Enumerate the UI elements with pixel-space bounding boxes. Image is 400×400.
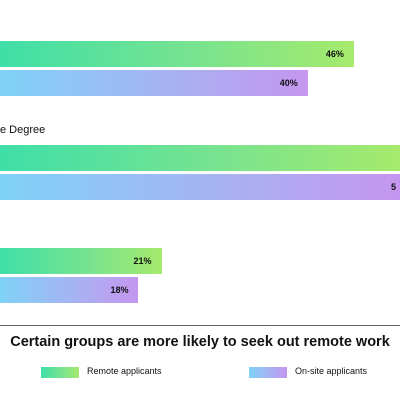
data-label-remote-0: 46% [325, 49, 344, 59]
legend-label-onsite: On-site applicants [295, 366, 368, 376]
data-label-onsite-2: 18% [110, 285, 129, 295]
data-label-onsite-0: 40% [279, 78, 298, 88]
data-label-onsite-1: 5 [390, 182, 396, 192]
legend-label-remote: Remote applicants [87, 366, 162, 376]
bar-onsite-0 [0, 70, 308, 96]
legend-swatch-remote [41, 367, 79, 378]
data-label-remote-2: 21% [133, 256, 152, 266]
bar-onsite-2 [0, 277, 139, 303]
bar-chart: 46% 40% e Degree 5 21% 18% [0, 41, 400, 303]
bar-remote-1 [0, 145, 400, 171]
category-label: e Degree [0, 124, 46, 136]
bar-remote-2 [0, 248, 162, 274]
chart-divider [0, 325, 400, 326]
chart-title: Certain groups are more likely to seek o… [10, 334, 390, 350]
bar-onsite-1 [0, 174, 400, 200]
legend-swatch-onsite [249, 367, 287, 378]
bar-remote-0 [0, 41, 354, 67]
